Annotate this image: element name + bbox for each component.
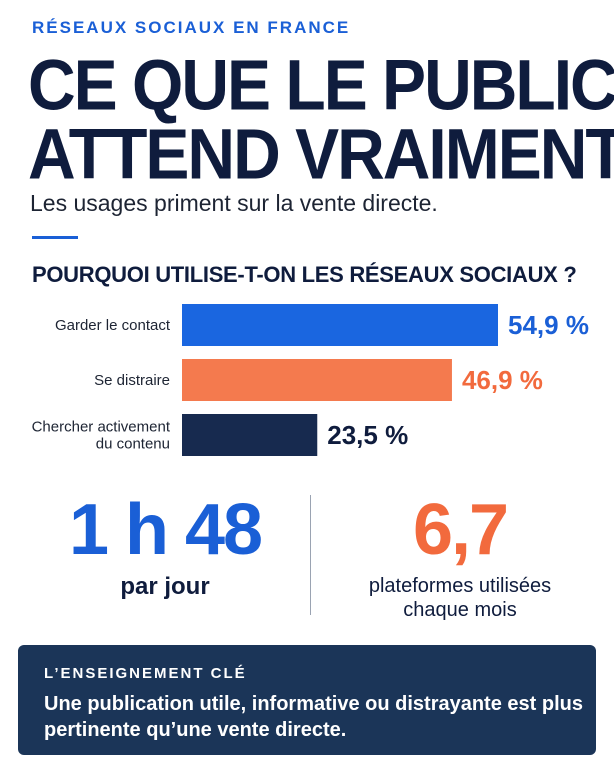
stat-platforms: 6,7 plateformes utilisées chaque mois	[330, 490, 590, 622]
stat-daily-time-value: 1 h 48	[68, 490, 263, 570]
value-label-2: 23,5 %	[327, 420, 408, 450]
headline: CE QUE LE PUBLIC ATTEND VRAIMENT	[28, 44, 614, 194]
key-stats: 1 h 48 par jour 6,7 plateformes utilisée…	[0, 490, 614, 630]
bar-chart: Garder le contact 54,9 % Se distraire 46,9 …	[32, 304, 589, 456]
takeaway-box: L’ENSEIGNEMENT CLÉ Une publication utile…	[18, 645, 596, 755]
category-label-1-0: Se distraire	[94, 372, 170, 389]
takeaway-label: L’ENSEIGNEMENT CLÉ	[44, 665, 247, 682]
category-label-0-0: Garder le contact	[55, 317, 171, 334]
accent-rule	[32, 236, 78, 239]
chart-title: POURQUOI UTILISE-T-ON LES RÉSEAUX SOCIAU…	[32, 262, 577, 287]
category-label-2-1: du contenu	[96, 436, 170, 453]
stat-divider	[310, 495, 311, 615]
stat-platforms-label-line-2: chaque mois	[403, 599, 517, 621]
bar-0	[182, 304, 498, 346]
subtitle: Les usages priment sur la vente directe.	[30, 190, 438, 216]
headline-line-2: ATTEND VRAIMENT	[28, 113, 614, 194]
kicker: RÉSEAUX SOCIAUX EN FRANCE	[32, 18, 351, 37]
stat-platforms-value: 6,7	[412, 490, 509, 570]
bar-1	[182, 359, 452, 401]
category-label-2-0: Chercher activement	[32, 419, 171, 436]
bar-2	[182, 414, 318, 456]
stat-daily-time: 1 h 48 par jour	[40, 490, 290, 600]
value-label-1: 46,9 %	[462, 365, 543, 395]
stat-daily-time-label: par jour	[120, 573, 210, 600]
value-label-0: 54,9 %	[508, 310, 589, 340]
headline-line-1: CE QUE LE PUBLIC	[28, 44, 614, 125]
takeaway-text: Une publication utile, informative ou di…	[44, 693, 583, 741]
stat-platforms-label: plateformes utilisées chaque mois	[330, 574, 590, 622]
stat-platforms-label-line-1: plateformes utilisées	[368, 575, 552, 597]
